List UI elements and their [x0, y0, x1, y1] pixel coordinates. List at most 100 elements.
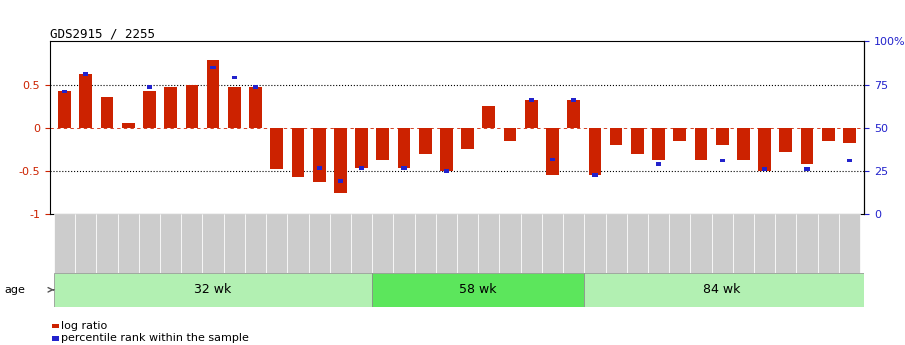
Bar [186, 85, 198, 128]
Bar [443, 169, 449, 172]
Text: 58 wk: 58 wk [460, 283, 497, 296]
Bar [457, 214, 478, 273]
Bar [122, 123, 135, 128]
Bar [181, 214, 203, 273]
Bar [482, 106, 495, 128]
FancyBboxPatch shape [54, 273, 372, 307]
Bar [252, 85, 258, 89]
Bar [669, 214, 691, 273]
Bar [626, 214, 648, 273]
Bar [165, 87, 177, 128]
Bar [291, 128, 304, 177]
Bar [372, 214, 394, 273]
Bar [711, 214, 733, 273]
Bar [695, 128, 708, 160]
Bar [504, 128, 517, 141]
Bar [817, 214, 839, 273]
Bar [610, 128, 623, 145]
Bar [525, 100, 538, 128]
Bar [550, 158, 555, 161]
Bar [228, 87, 241, 128]
Bar [585, 214, 605, 273]
Bar [143, 91, 156, 128]
Bar [563, 214, 585, 273]
Bar [805, 167, 810, 171]
Bar [147, 85, 152, 89]
Bar [58, 91, 71, 128]
Bar [691, 214, 711, 273]
Bar [592, 173, 597, 177]
Bar [401, 166, 406, 170]
FancyBboxPatch shape [585, 273, 871, 307]
Bar [758, 128, 771, 171]
Bar [266, 214, 287, 273]
FancyBboxPatch shape [372, 273, 585, 307]
Bar [338, 179, 343, 183]
Bar [287, 214, 309, 273]
Bar [376, 128, 389, 160]
Bar [83, 72, 89, 76]
Text: percentile rank within the sample: percentile rank within the sample [54, 333, 249, 343]
Bar [359, 166, 364, 170]
Bar [500, 214, 520, 273]
Bar [138, 214, 160, 273]
Bar [529, 98, 534, 102]
Bar [440, 128, 452, 171]
Bar [843, 128, 856, 143]
Bar [224, 214, 245, 273]
Bar [588, 128, 601, 175]
Bar [62, 90, 67, 93]
Bar [673, 128, 686, 141]
Bar [394, 214, 414, 273]
Bar [309, 214, 329, 273]
Bar [313, 128, 326, 182]
Bar [546, 128, 559, 175]
Bar [571, 98, 576, 102]
Bar [542, 214, 563, 273]
Bar [462, 128, 474, 149]
Bar [75, 214, 97, 273]
Bar [249, 87, 262, 128]
Bar [847, 159, 853, 162]
Bar [414, 214, 436, 273]
Bar [631, 128, 643, 154]
Bar [160, 214, 181, 273]
Bar [97, 214, 118, 273]
Bar [839, 214, 860, 273]
Bar [754, 214, 776, 273]
Bar [317, 166, 322, 170]
Bar [329, 214, 351, 273]
Bar [776, 214, 796, 273]
Bar [478, 214, 500, 273]
Text: age: age [5, 285, 25, 295]
Bar [397, 128, 410, 168]
Bar [796, 214, 817, 273]
Bar [419, 128, 432, 154]
Bar [80, 74, 92, 128]
Bar [719, 159, 725, 162]
Bar [351, 214, 372, 273]
Bar [801, 128, 814, 164]
Bar [271, 128, 283, 169]
Bar [100, 97, 113, 128]
Bar [232, 76, 237, 79]
Bar [656, 162, 662, 166]
Bar [653, 128, 665, 159]
Bar [118, 214, 138, 273]
Bar [822, 128, 834, 141]
Bar [733, 214, 754, 273]
Bar [737, 128, 749, 159]
Bar [436, 214, 457, 273]
Bar [356, 128, 368, 168]
Bar [716, 128, 729, 145]
Text: 32 wk: 32 wk [195, 283, 232, 296]
Bar [334, 128, 347, 193]
Text: 84 wk: 84 wk [703, 283, 741, 296]
Bar [206, 60, 220, 128]
Bar [520, 214, 542, 273]
Bar [245, 214, 266, 273]
Bar [211, 66, 215, 69]
Bar [648, 214, 669, 273]
Bar [54, 214, 75, 273]
Bar [762, 167, 767, 171]
